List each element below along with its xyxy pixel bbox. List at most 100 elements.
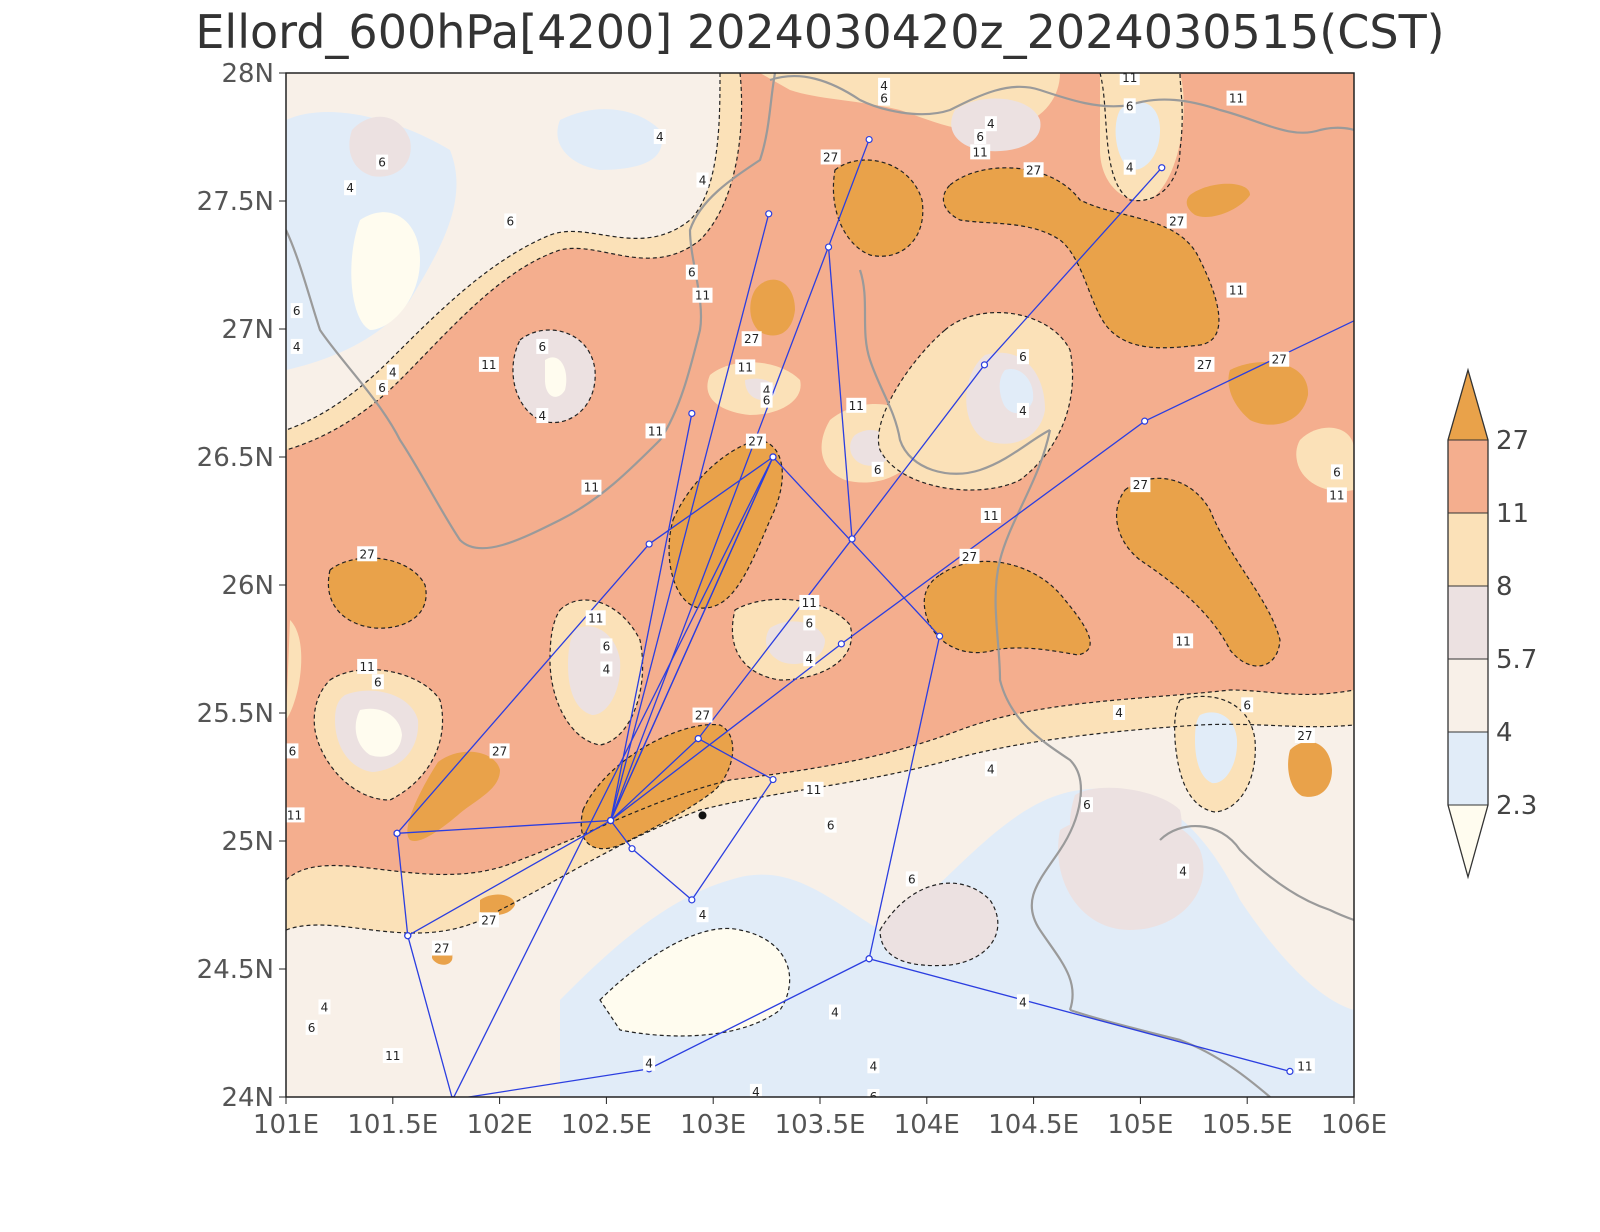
contour-label-bg (878, 77, 891, 93)
route-node (769, 453, 777, 461)
route-node (824, 243, 833, 251)
contour-label-bg (305, 1019, 318, 1035)
contour-label: 11 (287, 808, 302, 822)
contour-label-bg (600, 638, 613, 654)
contour-label: 11 (360, 660, 375, 674)
contour-line (549, 599, 644, 746)
contour-label: 6 (308, 1021, 316, 1035)
contour-label: 4 (645, 1057, 653, 1071)
contour-label-bg (867, 1089, 880, 1097)
contour-label: 11 (1329, 488, 1344, 502)
shading-level-27 (407, 751, 500, 841)
contour-label: 6 (908, 872, 916, 886)
x-tick-label: 103E (680, 1110, 746, 1140)
contour-label: 11 (584, 481, 599, 495)
contour-label: 11 (983, 509, 998, 523)
contour-label-bg (1130, 477, 1151, 493)
contour-label-bg (871, 461, 884, 477)
shading-level-5-7 (880, 883, 998, 966)
contour-label: 11 (1122, 71, 1137, 85)
contour-label-bg (645, 423, 666, 439)
contour-label: 11 (1229, 92, 1244, 106)
contour-label-bg (959, 548, 980, 564)
contour-label-bg (376, 379, 389, 395)
contour-label-bg (382, 1048, 403, 1064)
x-tick-label: 104E (894, 1110, 960, 1140)
contour-label: 6 (763, 394, 771, 408)
contour-line (313, 669, 444, 801)
contour-label-bg (581, 479, 602, 495)
contour-line (879, 882, 999, 967)
contour-label: 11 (648, 424, 663, 438)
shading-level-2-3 (557, 109, 662, 170)
contour-label: 11 (481, 358, 496, 372)
contour-label-bg (867, 1058, 880, 1074)
contour-label-bg (504, 213, 517, 229)
contour-label: 27 (962, 550, 977, 564)
contour-label-bg (1023, 162, 1044, 178)
colorbar-bottom-triangle (1448, 805, 1488, 877)
route-node (1141, 417, 1149, 425)
colorbar-label: 11 (1496, 499, 1529, 529)
contour-label: 4 (752, 1085, 760, 1099)
contour-label-bg (1330, 464, 1343, 480)
shading-below-2-3 (355, 708, 402, 757)
contour-label-bg (803, 615, 816, 631)
contour-label: 27 (1197, 358, 1212, 372)
route-line (827, 247, 853, 539)
contour-label-bg (643, 1055, 656, 1071)
contour-label-bg (735, 359, 756, 375)
route-node (404, 932, 412, 940)
shading-level-27 (750, 279, 795, 336)
shading-level-5-7 (1069, 787, 1182, 880)
contour-label: 27 (748, 435, 763, 449)
contour-label-bg (1226, 90, 1247, 106)
contour-label-bg (286, 807, 305, 823)
contour-label: 6 (374, 675, 382, 689)
contour-line (942, 167, 1220, 349)
contour-label-bg (489, 743, 510, 759)
contour-label-bg (1016, 994, 1029, 1010)
route-line (610, 213, 770, 821)
contour-label: 11 (695, 289, 710, 303)
contour-label: 6 (1126, 99, 1134, 113)
x-tick-label: 106E (1321, 1110, 1387, 1140)
contour-label: 6 (378, 381, 386, 395)
route-line (610, 413, 693, 821)
y-tick-label: 27N (221, 315, 274, 345)
contour-label: 6 (805, 616, 813, 630)
contour-label: 27 (1026, 163, 1041, 177)
route-node (393, 829, 401, 837)
contour-label-bg (685, 264, 698, 280)
y-tick-label: 28N (221, 59, 274, 89)
shading-level-2-3 (1195, 712, 1238, 784)
contour-label: 27 (695, 709, 710, 723)
contour-labels: 4646461146274611271164112711644611642711… (286, 71, 1347, 1099)
route-node (688, 896, 696, 904)
colorbar-label: 2.3 (1496, 791, 1537, 821)
colorbar-label: 27 (1496, 426, 1529, 456)
contour-label-bg (828, 1004, 841, 1020)
contour-label-bg (824, 817, 837, 833)
shading-level-27 (1186, 183, 1250, 218)
contour-label: 11 (385, 1049, 400, 1063)
contour-label-bg (1166, 213, 1187, 229)
contour-label: 4 (870, 1059, 878, 1073)
contour-label: 6 (880, 92, 888, 106)
colorbar-label: 4 (1496, 718, 1513, 748)
contour-label: 6 (378, 156, 386, 170)
route-node (848, 535, 856, 543)
contour-label: 6 (1243, 698, 1251, 712)
route-node (694, 734, 702, 743)
contour-label-bg (1177, 863, 1190, 879)
contour-label: 27 (1272, 353, 1287, 367)
province-border (286, 73, 777, 550)
contour-label-bg (696, 907, 709, 923)
contour-label-bg (878, 90, 891, 106)
contour-label: 11 (1297, 1059, 1312, 1073)
contour-label-bg (692, 707, 713, 723)
weak-value-region (286, 73, 742, 450)
contour-label: 27 (744, 332, 759, 346)
contour-label: 4 (699, 174, 707, 188)
